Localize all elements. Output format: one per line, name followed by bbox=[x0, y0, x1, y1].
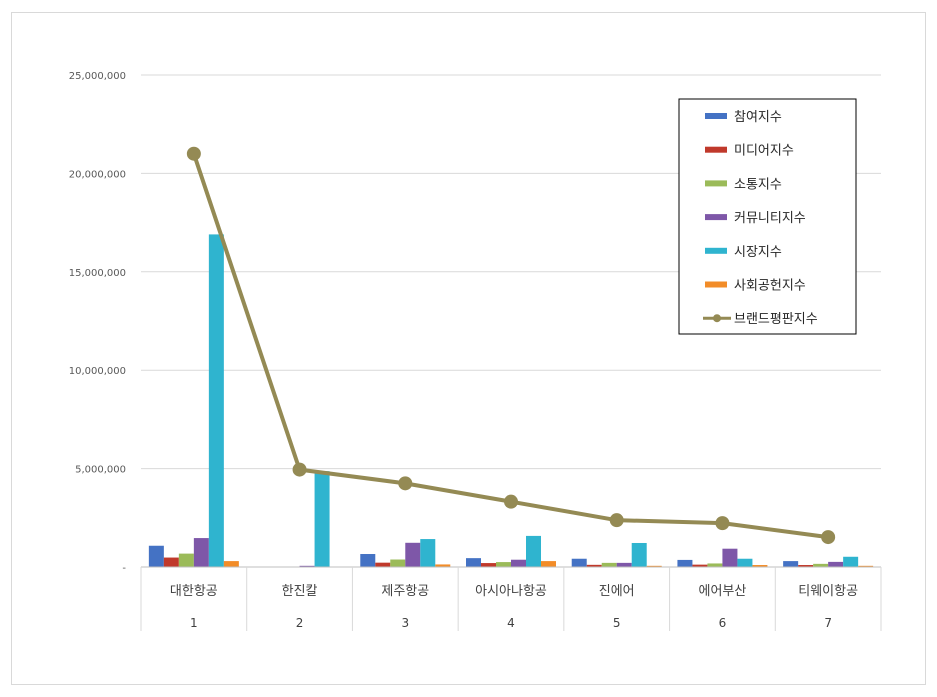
x-category-number: 1 bbox=[190, 616, 198, 630]
bar-사회공헌지수-제주항공 bbox=[435, 564, 451, 567]
bar-소통지수-대한항공 bbox=[178, 553, 194, 567]
point-브랜드평판지수-한진칼 bbox=[292, 462, 307, 477]
legend-label: 참여지수 bbox=[734, 110, 782, 125]
bar-시장지수-아시아나항공 bbox=[526, 535, 541, 567]
point-브랜드평판지수-아시아나항공 bbox=[504, 494, 518, 509]
y-tick-label: 20,000,000 bbox=[69, 169, 126, 180]
bar-참여지수-대한항공 bbox=[148, 545, 164, 567]
chart-frame: - 5,000,000 10,000,000 15,000,000 20,000,000… bbox=[11, 12, 926, 685]
x-category-label: 대한항공 bbox=[170, 584, 218, 599]
point-브랜드평판지수-진에어 bbox=[609, 513, 624, 528]
x-category-label: 제주항공 bbox=[381, 584, 429, 599]
point-브랜드평판지수-대한항공 bbox=[186, 146, 201, 161]
bar-시장지수-에어부산 bbox=[737, 558, 753, 567]
brand-line bbox=[186, 146, 836, 545]
bar-참여지수-진에어 bbox=[571, 558, 587, 567]
bar-커뮤니티지수-제주항공 bbox=[405, 542, 421, 567]
y-axis-ticks: - 5,000,000 10,000,000 15,000,000 20,000,000… bbox=[69, 71, 127, 574]
bar-커뮤니티지수-아시아나항공 bbox=[511, 559, 526, 567]
bars bbox=[148, 234, 874, 567]
bar-소통지수-티웨이항공 bbox=[813, 563, 829, 567]
bar-미디어지수-진에어 bbox=[586, 564, 602, 567]
bar-미디어지수-티웨이항공 bbox=[798, 565, 814, 567]
x-category-number: 5 bbox=[613, 616, 621, 630]
legend-swatch bbox=[705, 113, 727, 119]
point-브랜드평판지수-티웨이항공 bbox=[821, 530, 836, 545]
legend-label: 사회공헌지수 bbox=[734, 279, 806, 294]
bar-사회공헌지수-대한항공 bbox=[223, 561, 239, 567]
bar-소통지수-아시아나항공 bbox=[496, 562, 511, 567]
legend-label: 브랜드평판지수 bbox=[734, 312, 818, 327]
bar-시장지수-티웨이항공 bbox=[843, 556, 859, 567]
legend-label: 소통지수 bbox=[734, 177, 782, 192]
bar-소통지수-진에어 bbox=[601, 562, 617, 567]
bar-커뮤니티지수-한진칼 bbox=[299, 565, 315, 567]
x-category-number: 2 bbox=[296, 616, 304, 630]
y-tick-label: 5,000,000 bbox=[75, 465, 126, 476]
x-category-label: 한진칼 bbox=[282, 584, 318, 599]
x-category-label: 진에어 bbox=[599, 584, 635, 599]
x-category-number: 3 bbox=[401, 616, 409, 630]
point-브랜드평판지수-에어부산 bbox=[715, 516, 730, 531]
bar-사회공헌지수-아시아나항공 bbox=[541, 561, 556, 567]
bar-사회공헌지수-에어부산 bbox=[752, 565, 768, 567]
legend-label: 미디어지수 bbox=[734, 144, 794, 159]
bar-미디어지수-대한항공 bbox=[163, 557, 179, 567]
legend-swatch bbox=[705, 247, 727, 254]
bar-참여지수-아시아나항공 bbox=[466, 558, 481, 567]
bar-미디어지수-제주항공 bbox=[375, 562, 391, 567]
legend-marker bbox=[713, 314, 721, 323]
bar-커뮤니티지수-티웨이항공 bbox=[828, 561, 844, 567]
x-category-number: 4 bbox=[507, 616, 515, 630]
x-category-number: 7 bbox=[824, 616, 832, 630]
legend-swatch bbox=[705, 214, 727, 221]
point-브랜드평판지수-제주항공 bbox=[398, 476, 413, 491]
bar-참여지수-티웨이항공 bbox=[783, 561, 799, 567]
bar-사회공헌지수-진에어 bbox=[646, 565, 662, 567]
x-category-label: 티웨이항공 bbox=[798, 584, 858, 599]
y-tick-label: 10,000,000 bbox=[69, 366, 126, 377]
legend-swatch bbox=[705, 281, 727, 288]
bar-미디어지수-아시아나항공 bbox=[481, 563, 496, 567]
x-axis: 대한항공 1 한진칼 2 제주항공 3 아시아나항공 4 진에어 5 에어부산 6 티웨이항공 7 bbox=[140, 566, 882, 631]
x-category-label: 아시아나항공 bbox=[475, 584, 547, 599]
bar-시장지수-한진칼 bbox=[314, 471, 330, 567]
bar-시장지수-제주항공 bbox=[420, 539, 436, 567]
bar-소통지수-제주항공 bbox=[390, 559, 406, 567]
bar-사회공헌지수-티웨이항공 bbox=[858, 565, 874, 567]
bar-소통지수-에어부산 bbox=[707, 563, 723, 567]
legend-label: 시장지수 bbox=[734, 245, 782, 260]
y-tick-label: - bbox=[122, 563, 126, 574]
chart-svg: - 5,000,000 10,000,000 15,000,000 20,000,000… bbox=[69, 71, 882, 631]
bar-참여지수-제주항공 bbox=[360, 554, 376, 567]
x-category-label: 에어부산 bbox=[699, 584, 747, 599]
bar-시장지수-대한항공 bbox=[208, 234, 224, 567]
legend-swatch bbox=[705, 180, 727, 187]
bar-참여지수-에어부산 bbox=[677, 559, 693, 567]
y-tick-label: 15,000,000 bbox=[69, 268, 126, 279]
legend-label: 커뮤니티지수 bbox=[734, 211, 806, 226]
bar-커뮤니티지수-진에어 bbox=[616, 562, 632, 567]
legend-swatch bbox=[705, 146, 727, 153]
bar-시장지수-진에어 bbox=[631, 542, 647, 567]
bar-커뮤니티지수-대한항공 bbox=[193, 538, 209, 567]
x-category-number: 6 bbox=[719, 616, 727, 630]
y-tick-label: 25,000,000 bbox=[69, 71, 126, 82]
bar-미디어지수-에어부산 bbox=[692, 564, 708, 567]
bar-커뮤니티지수-에어부산 bbox=[722, 548, 738, 567]
